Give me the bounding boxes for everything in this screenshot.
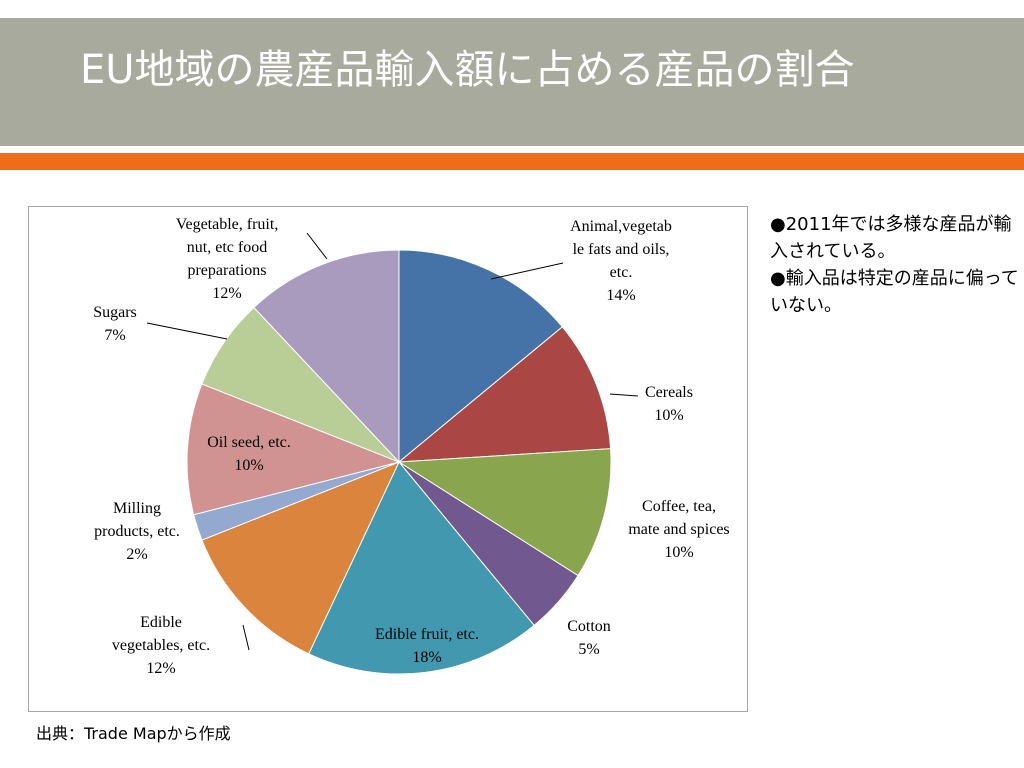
leader-line	[146, 322, 228, 340]
source-note: 出典：Trade Mapから作成	[36, 724, 231, 743]
slice-percent: 2%	[126, 546, 147, 563]
slice-name: vegetables, etc.	[112, 637, 210, 654]
slice-label: Vegetable, fruit, nut, etc food preparatio…	[176, 216, 279, 302]
slice-name: Sugars	[93, 304, 137, 321]
slice-name: etc.	[610, 264, 633, 281]
slice-label: Sugars 7%	[93, 304, 137, 344]
slice-percent: 7%	[104, 327, 125, 344]
slice-label: Edible fruit, etc. 18%	[375, 626, 479, 666]
leader-line	[609, 393, 639, 397]
slide-title: EU地域の農産品輸入額に占める産品の割合	[80, 47, 855, 93]
slice-percent: 12%	[146, 660, 175, 677]
pie-slice	[253, 249, 400, 464]
slice-name: le fats and oils,	[573, 241, 670, 258]
slice-percent: 10%	[654, 407, 683, 424]
slice-name: Edible fruit, etc.	[375, 626, 479, 643]
slice-percent: 5%	[578, 641, 599, 658]
slice-name: Cereals	[645, 384, 693, 401]
slice-name: Animal,vegetab	[570, 218, 672, 235]
slice-name: Coffee, tea,	[642, 498, 716, 515]
slice-percent: 10%	[664, 544, 693, 561]
notes-list: ●2011年では多様な産品が輸入されている。 ●輸入品は特定の産品に偏っていない…	[770, 211, 1020, 319]
note-item: ●輸入品は特定の産品に偏っていない。	[770, 268, 1019, 316]
pie-slice	[397, 448, 612, 577]
slice-label: Cereals 10%	[645, 384, 693, 424]
slice-name: Milling	[113, 500, 161, 517]
pie-slice	[308, 461, 535, 675]
slice-label: Animal,vegetab le fats and oils, etc. 14%	[570, 218, 672, 304]
slice-name: Oil seed, etc.	[207, 434, 291, 451]
slice-label: Coffee, tea, mate and spices 10%	[628, 498, 729, 561]
pie-chart-frame: Animal,vegetab le fats and oils, etc. 14% Ce…	[28, 206, 748, 712]
note-item: ●2011年では多様な産品が輸入されている。	[770, 214, 1012, 262]
slice-name: Vegetable, fruit,	[176, 216, 279, 233]
slice-label: Milling products, etc. 2%	[94, 500, 180, 563]
slice-name: nut, etc food	[187, 239, 267, 256]
slice-percent: 14%	[606, 287, 635, 304]
leader-line	[242, 624, 250, 651]
slice-label: Cotton 5%	[567, 618, 611, 658]
pie-slice	[397, 326, 612, 463]
pie-slice	[398, 249, 564, 464]
slice-label: Oil seed, etc. 10%	[207, 434, 291, 474]
pie-slice	[201, 461, 400, 655]
slice-name: mate and spices	[628, 521, 729, 538]
leader-line	[306, 232, 328, 260]
pie-slice	[186, 383, 401, 516]
title-band	[0, 18, 1024, 146]
slice-label: Edible vegetables, etc. 12%	[112, 614, 210, 677]
slice-name: products, etc.	[94, 523, 180, 540]
slice-percent: 12%	[212, 285, 241, 302]
slice-name: Edible	[140, 614, 182, 631]
leader-line	[490, 262, 564, 280]
pie-chart: Animal,vegetab le fats and oils, etc. 14% Ce…	[93, 216, 729, 677]
accent-bar	[0, 153, 1024, 170]
slice-percent: 10%	[234, 457, 263, 474]
slice-name: preparations	[187, 262, 266, 279]
slice-name: Cotton	[567, 618, 611, 635]
slice-percent: 18%	[412, 649, 441, 666]
